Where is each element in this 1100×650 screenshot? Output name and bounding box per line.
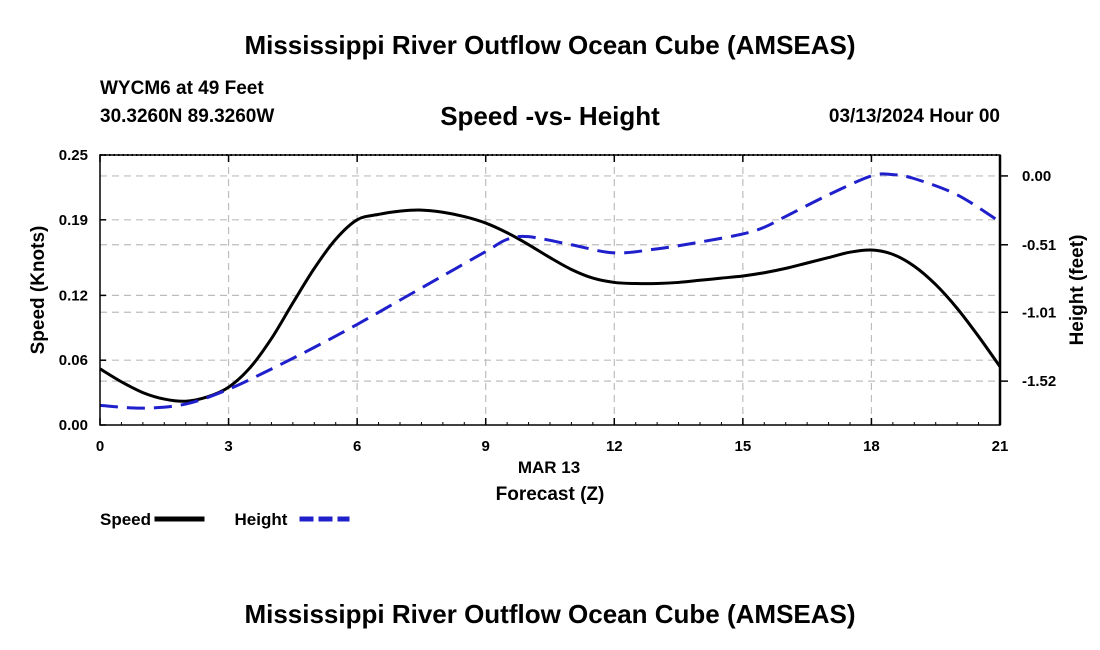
y2-tick-label: -1.52 xyxy=(1022,373,1056,390)
x-tick-label: 21 xyxy=(992,438,1009,455)
x-tick-label: 15 xyxy=(735,438,752,455)
tick-marks xyxy=(99,154,1008,426)
y2-tick-label: 0.00 xyxy=(1022,168,1051,185)
y-tick-label: 0.12 xyxy=(59,287,88,304)
series-layer xyxy=(99,172,1002,410)
y-axis-title: Speed (Knots) xyxy=(28,226,49,355)
x-tick-label: 0 xyxy=(96,438,104,455)
chart-subtitle: Speed -vs- Height xyxy=(440,101,660,131)
grid-lines xyxy=(100,155,1000,425)
axis-labels: 0 3 6 9 12 15 18 21 0.00 0.06 0.12 0.19 0.25 0.00 -0.5… xyxy=(28,147,1088,505)
x-tick-label: 3 xyxy=(224,438,232,455)
x-tick-label: 12 xyxy=(606,438,623,455)
chart-main-title: Mississippi River Outflow Ocean Cube (AM… xyxy=(244,30,856,60)
legend-label-height: Height xyxy=(235,510,288,529)
legend-label-speed: Speed xyxy=(100,510,151,529)
station-label: WYCM6 at 49 Feet xyxy=(100,78,264,99)
y2-axis-title: Height (feet) xyxy=(1067,235,1088,346)
forecast-datetime: 03/13/2024 Hour 00 xyxy=(828,106,1000,127)
footer-title: Mississippi River Outflow Ocean Cube (AM… xyxy=(244,599,856,629)
x-tick-label: 9 xyxy=(482,438,490,455)
x-axis-date-label: MAR 13 xyxy=(518,458,580,477)
y-tick-label: 0.25 xyxy=(59,147,88,164)
x-axis-title: Forecast (Z) xyxy=(496,484,605,505)
y2-tick-label: -1.01 xyxy=(1022,304,1056,321)
x-tick-label: 18 xyxy=(863,438,880,455)
x-tick-label: 6 xyxy=(353,438,361,455)
plot-frame xyxy=(99,154,1001,426)
y-tick-label: 0.06 xyxy=(59,352,88,369)
y2-tick-label: -0.51 xyxy=(1022,237,1056,254)
series-line-height xyxy=(99,172,1001,410)
series-line-speed xyxy=(99,208,1002,403)
legend: Speed Height xyxy=(100,510,350,529)
y-tick-label: 0.19 xyxy=(59,212,88,229)
coordinates-label: 30.3260N 89.3260W xyxy=(100,106,275,127)
y-tick-label: 0.00 xyxy=(59,417,88,434)
